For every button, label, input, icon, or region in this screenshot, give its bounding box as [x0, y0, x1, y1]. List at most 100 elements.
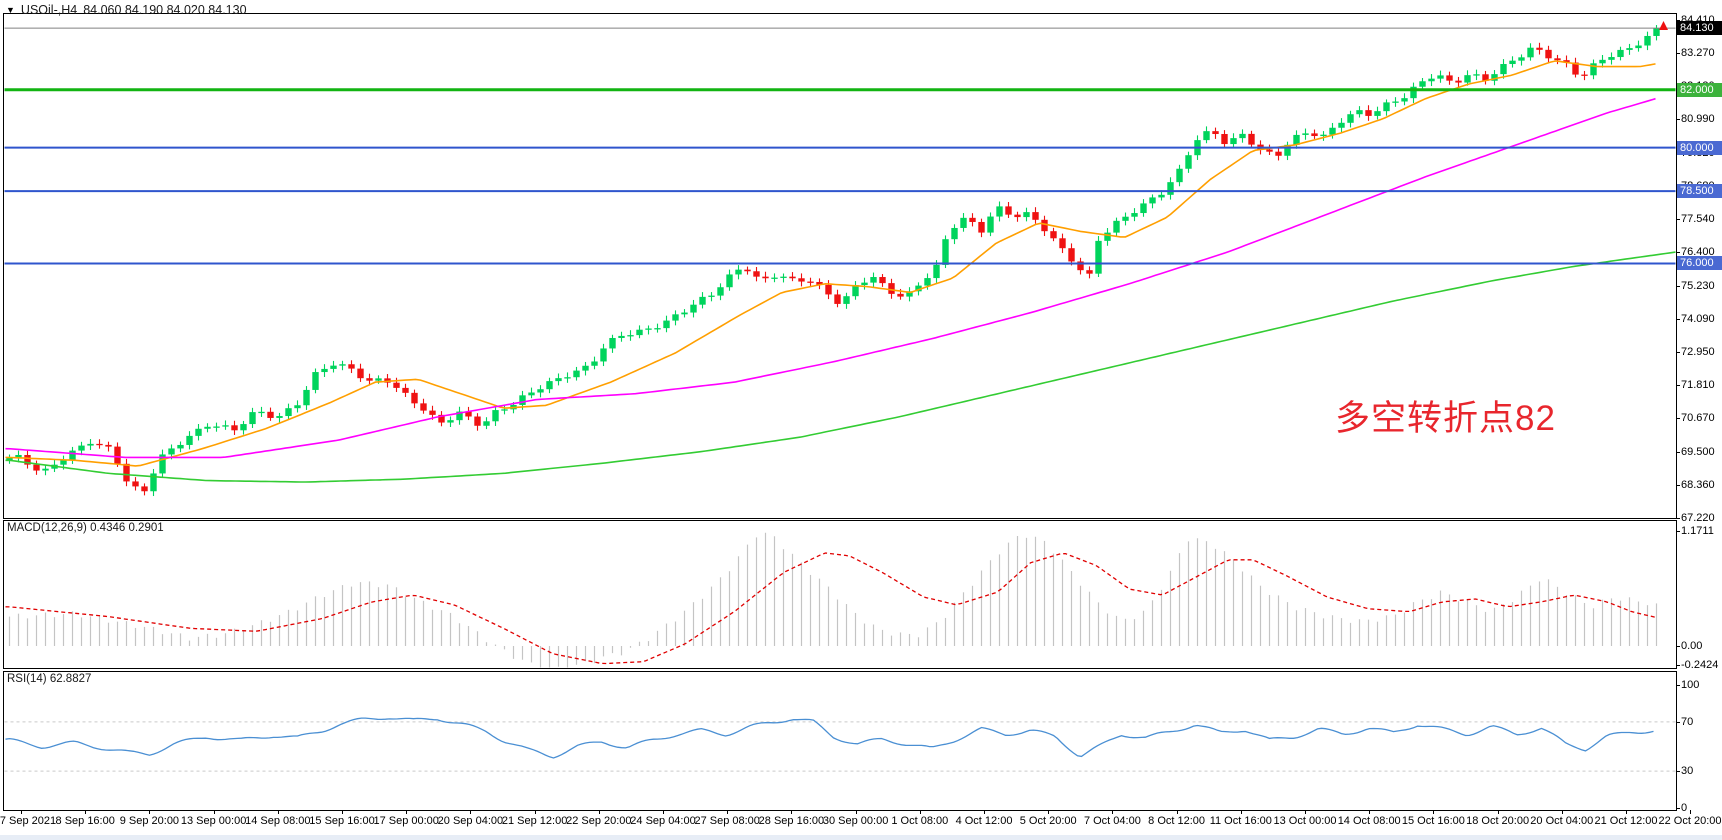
time-axis-tick: [470, 810, 471, 814]
time-axis-label: 13 Oct 00:00: [1273, 815, 1337, 827]
rsi-indicator-label: RSI(14) 62.8827: [7, 673, 92, 685]
time-axis-label: 22 Sep 20:00: [566, 815, 632, 827]
macd-axis-tick-dash: [1676, 665, 1680, 666]
main-chart-panel[interactable]: [3, 13, 1677, 519]
price-axis-tick: 67.220: [1681, 512, 1715, 524]
time-axis-label: 7 Sep 2021: [0, 815, 57, 827]
rsi-panel[interactable]: [3, 671, 1677, 811]
level-badge-82.000: 82.000: [1677, 83, 1722, 97]
rsi-axis-tick: 70: [1681, 716, 1694, 728]
price-axis-tick: 76.400: [1681, 246, 1715, 258]
price-axis-tick-dash: [1676, 252, 1680, 253]
macd-axis-tick: 1.1711: [1681, 525, 1714, 537]
time-axis-label: 13 Sep 00:00: [180, 815, 247, 827]
macd-indicator-label: MACD(12,26,9) 0.4346 0.2901: [7, 522, 164, 534]
time-axis-label: 18 Oct 20:00: [1466, 815, 1530, 827]
collapse-chart-icon[interactable]: ▼: [6, 4, 15, 15]
macd-axis-tick-dash: [1676, 531, 1680, 532]
level-badge-78.500: 78.500: [1677, 184, 1722, 198]
time-axis-label: 15 Oct 16:00: [1401, 815, 1465, 827]
time-axis-label: 5 Oct 20:00: [1019, 815, 1077, 827]
ma-slow-green[interactable]: [5, 251, 1676, 483]
time-axis-tick: [599, 810, 600, 814]
price-axis-tick-dash: [1676, 20, 1680, 21]
time-axis-tick: [149, 810, 150, 814]
time-axis-tick: [1690, 810, 1691, 814]
current-price-badge: 84.130: [1677, 21, 1722, 35]
time-axis-tick: [856, 810, 857, 814]
rsi-axis-tick: 0: [1681, 802, 1688, 814]
time-axis-label: 7 Oct 04:00: [1083, 815, 1141, 827]
time-axis-label: 22 Oct 20:00: [1658, 815, 1722, 827]
time-axis-label: 8 Sep 16:00: [55, 815, 115, 827]
rsi-axis-tick: 30: [1681, 765, 1694, 777]
time-axis-label: 1 Oct 08:00: [891, 815, 949, 827]
macd-histogram-layer: [8, 532, 1658, 668]
time-axis-tick: [1369, 810, 1370, 814]
time-axis-label: 30 Sep 00:00: [822, 815, 889, 827]
macd-axis-tick-dash: [1676, 646, 1680, 647]
macd-panel[interactable]: [3, 520, 1677, 669]
time-axis-label: 15 Sep 16:00: [309, 815, 375, 827]
chart-text-annotation[interactable]: 多空转折点82: [1335, 399, 1556, 438]
time-axis-label: 21 Sep 12:00: [501, 815, 568, 827]
price-axis-tick: 75.230: [1681, 280, 1715, 292]
time-axis-tick: [920, 810, 921, 814]
macd-axis-tick: -0.2424: [1681, 659, 1719, 671]
time-axis-label: 28 Sep 16:00: [758, 815, 825, 827]
price-axis-tick-dash: [1676, 53, 1680, 54]
time-axis-tick: [1112, 810, 1113, 814]
time-axis-tick: [663, 810, 664, 814]
ma-medium-magenta[interactable]: [5, 97, 1656, 459]
time-axis-tick: [1305, 810, 1306, 814]
time-axis-tick: [1048, 810, 1049, 814]
rsi-axis-tick-dash: [1676, 722, 1680, 723]
price-arrow-marker[interactable]: [1659, 21, 1668, 30]
rsi-axis-tick: 100: [1681, 679, 1700, 691]
rsi-axis-tick-dash: [1676, 685, 1680, 686]
symbol-period-label: USOil-,H4: [20, 3, 78, 17]
time-axis-label: 4 Oct 12:00: [955, 815, 1013, 827]
rsi-line: [5, 717, 1654, 759]
time-axis-label: 21 Oct 12:00: [1594, 815, 1658, 827]
time-axis-tick: [1177, 810, 1178, 814]
price-axis-tick-dash: [1676, 518, 1680, 519]
time-axis-tick: [21, 810, 22, 814]
time-axis-tick: [85, 810, 86, 814]
price-axis-tick-dash: [1676, 319, 1680, 320]
ohlc-readout: 84.060 84.190 84.020 84.130: [83, 3, 247, 17]
price-axis-tick-dash: [1676, 452, 1680, 453]
time-axis-tick: [727, 810, 728, 814]
time-axis-tick: [278, 810, 279, 814]
time-axis-tick: [1498, 810, 1499, 814]
time-axis-tick: [1433, 810, 1434, 814]
level-badge-80.000: 80.000: [1677, 141, 1722, 155]
time-axis-label: 17 Sep 00:00: [373, 815, 439, 827]
time-axis-tick: [791, 810, 792, 814]
time-axis-label: 9 Sep 20:00: [119, 815, 180, 827]
ma-fast-orange[interactable]: [5, 60, 1656, 467]
price-axis-tick: 69.500: [1681, 446, 1715, 458]
time-axis-label: 20 Sep 04:00: [437, 815, 504, 827]
price-axis-tick-dash: [1676, 286, 1680, 287]
time-axis-tick: [214, 810, 215, 814]
time-axis-label: 14 Oct 08:00: [1337, 815, 1401, 827]
time-axis-label: 14 Sep 08:00: [245, 815, 311, 827]
chart-header: ▼ USOil-,H4 84.060 84.190 84.020 84.130: [6, 3, 247, 17]
rsi-axis-tick-dash: [1676, 808, 1680, 809]
price-axis-tick-dash: [1676, 119, 1680, 120]
time-axis-tick: [406, 810, 407, 814]
time-axis-label: 8 Oct 12:00: [1148, 815, 1206, 827]
time-axis-label: 11 Oct 16:00: [1209, 815, 1272, 827]
candles-layer: [6, 25, 1660, 497]
time-axis-tick: [1241, 810, 1242, 814]
time-axis-label: 20 Oct 04:00: [1530, 815, 1594, 827]
price-axis-tick-dash: [1676, 352, 1680, 353]
price-axis-tick: 74.090: [1681, 313, 1715, 325]
time-axis-label: 27 Sep 08:00: [694, 815, 760, 827]
level-badge-76.000: 76.000: [1677, 256, 1722, 270]
price-axis-tick-dash: [1676, 385, 1680, 386]
time-axis-tick: [984, 810, 985, 814]
